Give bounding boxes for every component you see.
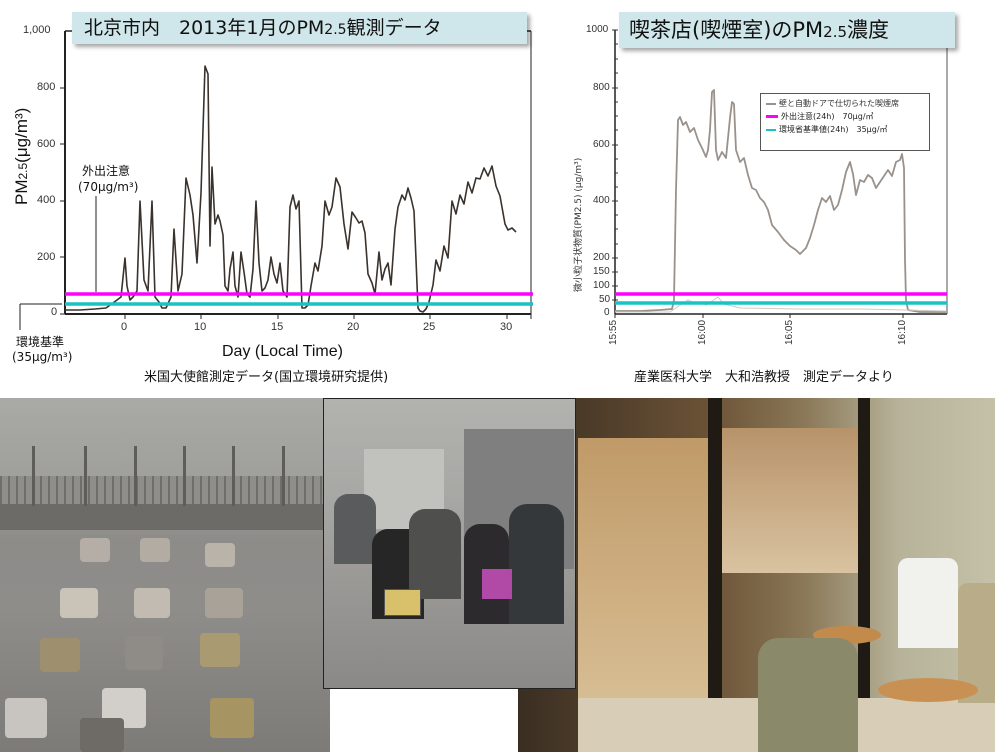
right-chart-title: 喫茶店(喫煙室)のPM2.5濃度 (619, 12, 955, 48)
right-xtick-1610: 16:10 (897, 319, 908, 345)
door-frame-right (858, 398, 870, 718)
right-ytick-200: 200 (593, 252, 610, 263)
right-ytick-0: 0 (604, 307, 610, 318)
legend-label-standard: 環境省基準値(24h) 35μg/㎥ (779, 125, 888, 134)
cyclists-smog-photo (323, 398, 576, 689)
cyclist (409, 509, 461, 599)
left-title-post: 観測データ (346, 17, 442, 39)
left-title-sub: 2.5 (324, 22, 347, 38)
right-xtick-1600: 16:00 (697, 319, 708, 345)
right-chart-legend: 壁と自動ドアで仕切られた喫煙席 外出注意(24h) 70μg/㎥ 環境省基準値(… (760, 93, 930, 151)
lamp-post (32, 446, 35, 506)
legend-item-caution: 外出注意(24h) 70μg/㎥ (766, 111, 874, 122)
right-ytick-1000: 1000 (586, 24, 609, 35)
left-x-axis-label: Day (Local Time) (222, 343, 343, 360)
left-xtick-0: 0 (121, 321, 128, 333)
legend-label-smoking-room: 壁と自動ドアで仕切られた喫煙席 (779, 99, 899, 108)
right-ytick-800: 800 (593, 82, 610, 93)
cyclist (509, 504, 564, 624)
right-ytick-150: 150 (593, 266, 610, 277)
right-title-post: 濃度 (847, 18, 890, 42)
right-ytick-400: 400 (593, 195, 610, 206)
left-title-pre: 北京市内 2013年1月のPM (84, 17, 325, 39)
person-white-shirt (898, 558, 958, 648)
round-table-front (878, 678, 978, 702)
right-xtick-1605: 16:05 (784, 319, 795, 345)
right-ytick-600: 600 (593, 139, 610, 150)
left-chart-source: 米国大使館測定データ(国立環境研究提供) (144, 370, 389, 385)
standard-annotation-line2: (35μg/m³) (12, 350, 73, 364)
lamp-post (183, 446, 186, 506)
cafe-glass-window (578, 438, 708, 698)
left-xtick-20: 20 (347, 321, 360, 333)
standard-annotation-line1: 環境基準 (16, 335, 65, 349)
left-xtick-15: 15 (271, 321, 284, 333)
left-xtick-30: 30 (500, 321, 513, 333)
beijing-traffic-smog-photo (0, 398, 330, 752)
legend-label-caution: 外出注意(24h) 70μg/㎥ (781, 112, 874, 121)
bike-basket (384, 589, 421, 616)
left-ytick-200: 200 (37, 251, 56, 263)
legend-item-standard: 環境省基準値(24h) 35μg/㎥ (766, 124, 888, 135)
left-ytick-600: 600 (37, 138, 56, 150)
cyclist (334, 494, 376, 564)
legend-swatch-magenta (766, 115, 778, 118)
purple-bag (482, 569, 512, 599)
legend-swatch-teal (766, 128, 776, 131)
jacket-on-chair (758, 638, 858, 752)
lamp-post (282, 446, 285, 506)
left-chart-title: 北京市内 2013年1月のPM2.5観測データ (72, 12, 527, 44)
right-xtick-1555: 15:55 (608, 319, 619, 345)
right-chart-source: 産業医科大学 大和浩教授 測定データより (634, 370, 894, 385)
cafe-smoking-room-photo (518, 398, 995, 752)
caution-annotation-line2: (70μg/m³) (78, 180, 139, 194)
lamp-post (84, 446, 87, 506)
smoking-room-window (718, 428, 858, 573)
left-ytick-1000: 1,000 (23, 24, 51, 36)
left-xtick-10: 10 (194, 321, 207, 333)
right-title-pre: 喫茶店(喫煙室)のPM (629, 18, 824, 42)
caution-annotation-line1: 外出注意 (82, 164, 131, 178)
left-ytick-0: 0 (51, 306, 58, 318)
right-ytick-50: 50 (599, 294, 611, 305)
legend-item-smoking-room: 壁と自動ドアで仕切られた喫煙席 (766, 98, 899, 109)
left-xtick-25: 25 (423, 321, 436, 333)
pedestrian-bridge-deck (0, 504, 330, 530)
right-title-sub: 2.5 (823, 23, 848, 41)
legend-swatch-gray (766, 102, 776, 105)
left-ytick-400: 400 (37, 194, 56, 206)
pedestrian-bridge-railing (0, 476, 330, 506)
left-ytick-800: 800 (37, 81, 56, 93)
door-frame (708, 398, 722, 718)
lamp-post (134, 446, 137, 506)
right-ytick-100: 100 (593, 280, 610, 291)
lamp-post (232, 446, 235, 506)
